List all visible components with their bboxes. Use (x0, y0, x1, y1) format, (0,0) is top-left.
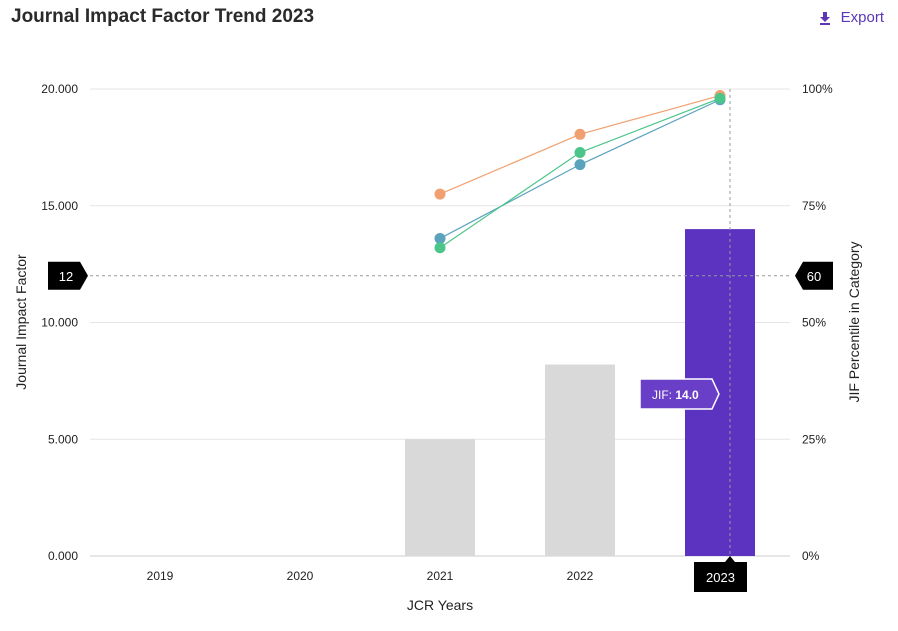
y2-axis-title: JIF Percentile in Category (846, 241, 862, 402)
y-axis-title: Journal Impact Factor (13, 254, 29, 390)
crosshair-x-tag (694, 556, 747, 592)
x-tick-label: 2022 (567, 569, 594, 583)
series-point-1 (574, 159, 586, 171)
bar-2021 (405, 439, 475, 556)
series-line-0 (439, 94, 721, 195)
crosshair-y2-tag (795, 261, 833, 290)
x-axis-title: JCR Years (407, 597, 473, 613)
bar-2022 (545, 364, 615, 556)
series-point-1 (434, 232, 446, 244)
x-tick-label: 2021 (427, 569, 454, 583)
y2-tick-label: 75% (802, 199, 826, 213)
crosshair-y2-label: 60 (807, 269, 821, 284)
y-tick-label: 20.000 (41, 82, 78, 96)
x-tick-label: 2020 (287, 569, 314, 583)
tooltip-box (639, 378, 720, 410)
y2-tick-label: 25% (802, 432, 826, 446)
tooltip-text: JIF: 14.0 (652, 388, 699, 402)
chart-title: Journal Impact Factor Trend 2023 (11, 6, 315, 27)
y2-tick-label: 50% (802, 316, 826, 330)
y2-tick-label: 0% (802, 549, 820, 563)
crosshair-x-label: 2023 (706, 570, 735, 585)
export-label: Export (840, 9, 884, 26)
series-point-0 (434, 188, 446, 200)
series-point-0 (574, 128, 586, 140)
y-tick-label: 10.000 (41, 316, 78, 330)
download-icon (819, 11, 830, 25)
y-tick-label: 0.000 (48, 549, 78, 563)
crosshair-y-tag (48, 261, 88, 290)
y2-tick-label: 100% (802, 82, 833, 96)
crosshair-y-label: 12 (59, 269, 73, 284)
series-line-2 (439, 97, 721, 249)
x-tick-label: 2019 (147, 569, 174, 583)
export-button[interactable]: Export (818, 9, 884, 26)
series-point-2 (714, 92, 726, 104)
series-point-2 (434, 242, 446, 254)
y-tick-label: 15.000 (41, 199, 78, 213)
series-point-2 (574, 147, 586, 159)
y-tick-label: 5.000 (48, 432, 78, 446)
